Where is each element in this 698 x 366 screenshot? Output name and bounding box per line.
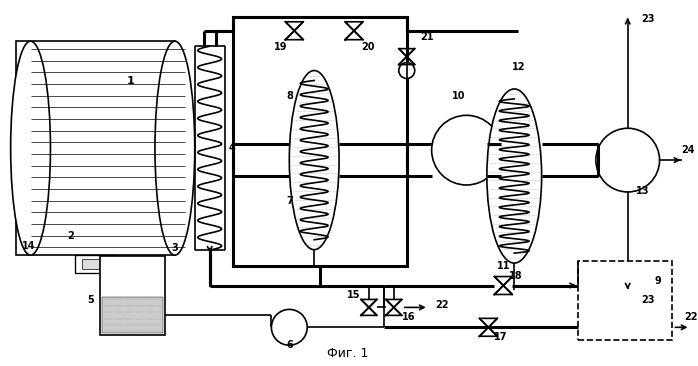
Text: 4: 4 [228,143,235,153]
Text: 23: 23 [641,14,654,24]
Bar [232,17,407,266]
Text: 11: 11 [496,261,510,270]
Text: 23: 23 [641,295,654,306]
Text: 18: 18 [510,270,523,281]
Text: 3: 3 [172,243,178,253]
Text: 21: 21 [420,32,433,42]
Text: 7: 7 [286,196,292,206]
Text: 9: 9 [654,276,661,285]
Text: 10: 10 [452,92,466,101]
Text: 15: 15 [348,291,361,300]
Bar [102,298,163,333]
Circle shape [596,128,660,192]
Text: 5: 5 [87,295,94,306]
Circle shape [272,309,307,345]
Bar [101,256,165,335]
Text: 22: 22 [435,300,448,310]
Bar [75,255,115,273]
Bar [82,259,108,269]
Text: 19: 19 [274,42,287,52]
Circle shape [431,115,501,185]
Text: 12: 12 [512,61,525,72]
Text: 14: 14 [22,241,36,251]
Bar [578,261,672,340]
Text: 2: 2 [67,231,74,241]
Ellipse shape [487,89,542,263]
Text: 17: 17 [493,332,507,342]
Text: 22: 22 [685,312,698,322]
Text: 24: 24 [682,145,695,155]
Text: 13: 13 [636,186,649,196]
Text: 8: 8 [286,92,292,101]
Text: 16: 16 [402,312,415,322]
Text: Фиг. 1: Фиг. 1 [327,347,369,360]
Text: 20: 20 [361,42,375,52]
Ellipse shape [10,41,50,255]
Bar [15,41,175,255]
Circle shape [399,63,415,78]
Text: 1: 1 [126,76,134,86]
Text: 6: 6 [286,340,292,350]
Ellipse shape [289,71,339,250]
Ellipse shape [155,41,195,255]
